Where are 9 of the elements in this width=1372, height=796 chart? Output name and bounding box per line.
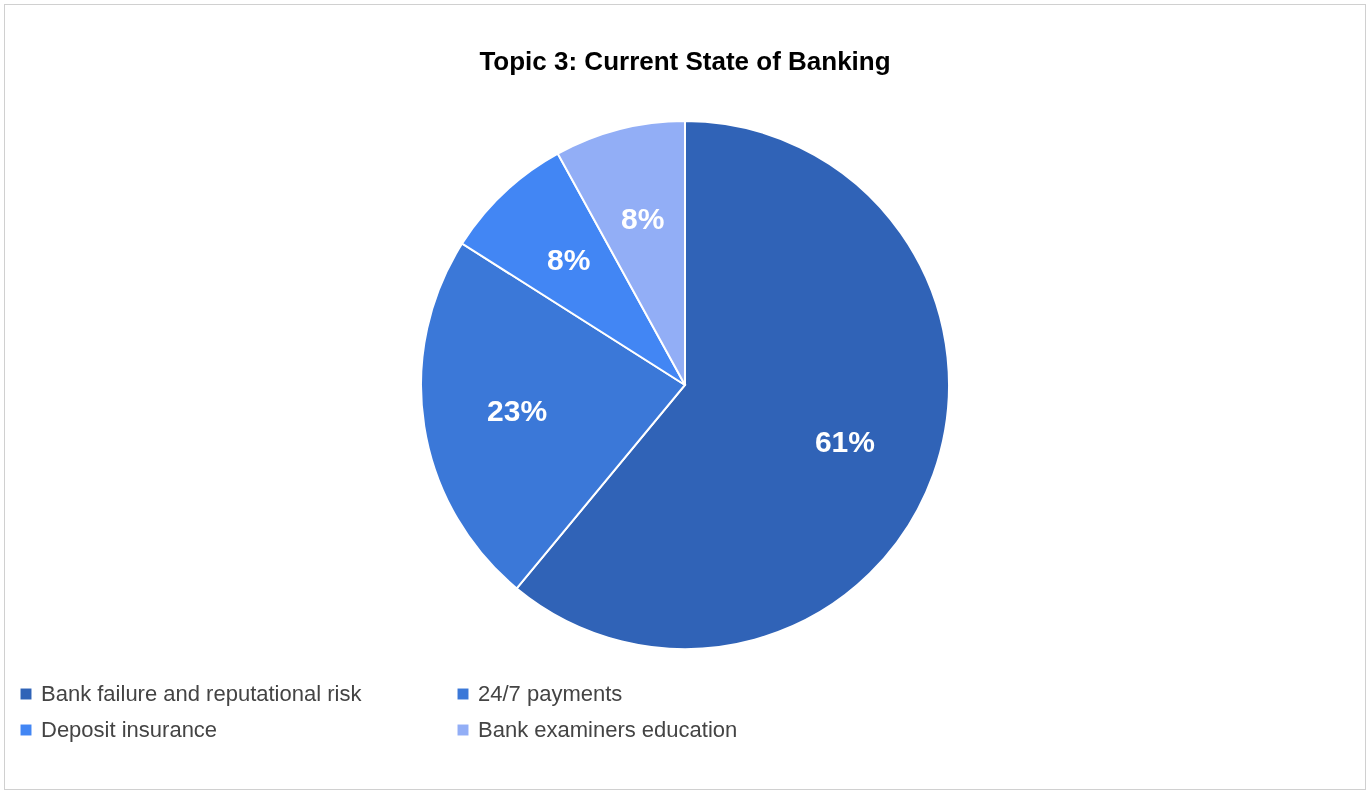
data-label: 8% — [546, 243, 591, 277]
data-label: 8% — [621, 202, 665, 236]
legend-label: Bank failure and reputational risk — [41, 681, 363, 706]
data-label: 61% — [814, 424, 875, 458]
legend-label: Deposit insurance — [41, 717, 218, 742]
data-label: 23% — [487, 393, 548, 427]
legend-label: 24/7 payments — [478, 681, 623, 706]
chart-title: Topic 3: Current State of Banking — [479, 46, 891, 76]
legend-label: Bank examiners education — [478, 717, 738, 742]
